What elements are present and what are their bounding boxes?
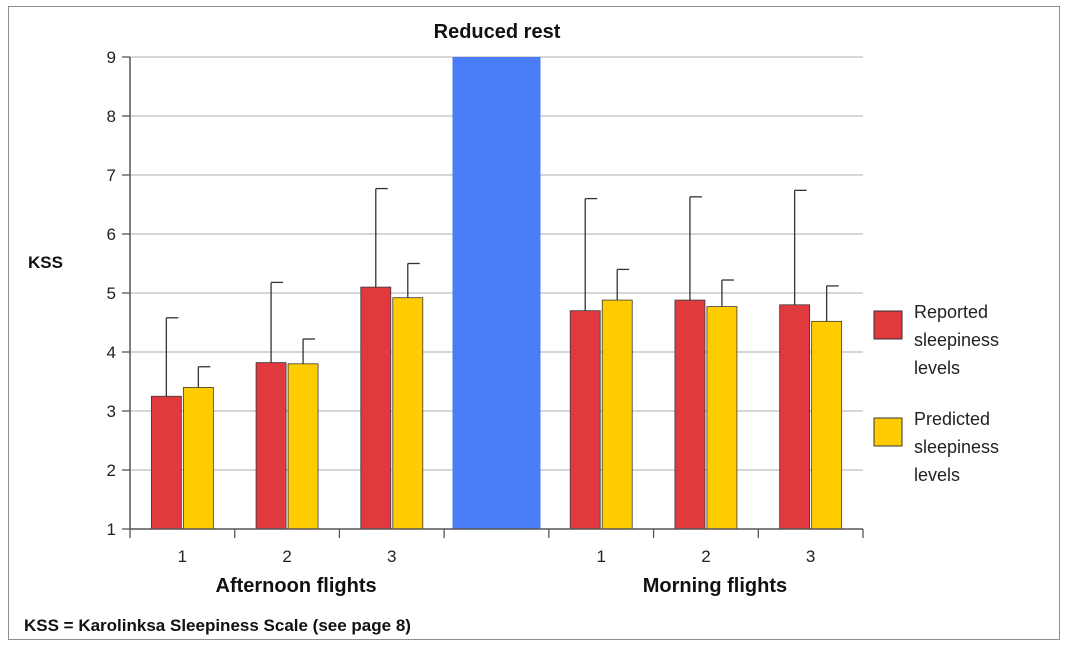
y-tick-label-5: 5: [107, 284, 116, 303]
legend-label-2-line-3: levels: [914, 465, 960, 485]
x-tick-label-1-3: 3: [387, 547, 396, 566]
y-tick-label-4: 4: [107, 343, 116, 362]
bar-series2-3: [392, 297, 424, 530]
bar-series2-1: [182, 386, 214, 530]
bar-series2-2: [287, 363, 319, 530]
reduced-rest-separator: [452, 57, 541, 529]
error-bars: [165, 187, 839, 397]
x-tick-label-2-1: 1: [596, 547, 605, 566]
legend-label-1-line-1: Reported: [914, 302, 988, 322]
y-tick-label-3: 3: [107, 402, 116, 421]
legend-swatch-2: [873, 417, 903, 447]
x-tick-label-1-1: 1: [178, 547, 187, 566]
x-tick-label-2-2: 2: [701, 547, 710, 566]
bars: [150, 286, 843, 530]
legend-swatch-1: [873, 310, 903, 340]
chart-frame: [8, 6, 1060, 640]
group-label-1: Afternoon flights: [216, 575, 377, 597]
y-tick-label-9: 9: [107, 48, 116, 67]
bar-series2-6: [811, 320, 843, 530]
legend-label-1-line-3: levels: [914, 358, 960, 378]
legend-label-2: Predicted sleepiness levels: [914, 409, 999, 485]
y-tick-label-8: 8: [107, 107, 116, 126]
y-tick-label-6: 6: [107, 225, 116, 244]
bar-series1-5: [674, 299, 706, 530]
bar-series1-1: [150, 395, 182, 530]
bar-series1-2: [255, 362, 287, 530]
y-tick-label-7: 7: [107, 166, 116, 185]
legend-label-1: Reported sleepiness levels: [914, 302, 999, 378]
bar-series1-4: [569, 310, 601, 530]
labels: 1 2 3 4 5 6 7 8 9 1 2 3 Afternoon flights 1 2 3 Morning …: [24, 21, 815, 635]
bar-series1-3: [360, 286, 392, 530]
y-tick-label-2: 2: [107, 461, 116, 480]
y-tick-label-1: 1: [107, 520, 116, 539]
legend: Reported sleepiness levels Predicted sleepin…: [873, 302, 999, 485]
y-axis-label: KSS: [28, 253, 63, 272]
bar-series1-6: [779, 304, 811, 530]
legend-label-1-line-2: sleepiness: [914, 330, 999, 350]
axes: [122, 56, 864, 538]
footnote: KSS = Karolinksa Sleepiness Scale (see p…: [24, 616, 411, 635]
x-tick-label-1-2: 2: [282, 547, 291, 566]
legend-label-2-line-2: sleepiness: [914, 437, 999, 457]
chart-title: Reduced rest: [434, 21, 561, 43]
reduced-rest-block: [452, 57, 541, 529]
bar-series2-4: [601, 299, 633, 530]
group-label-2: Morning flights: [643, 575, 787, 597]
bar-series2-5: [706, 306, 738, 530]
legend-label-2-line-1: Predicted: [914, 409, 990, 429]
x-tick-label-2-3: 3: [806, 547, 815, 566]
